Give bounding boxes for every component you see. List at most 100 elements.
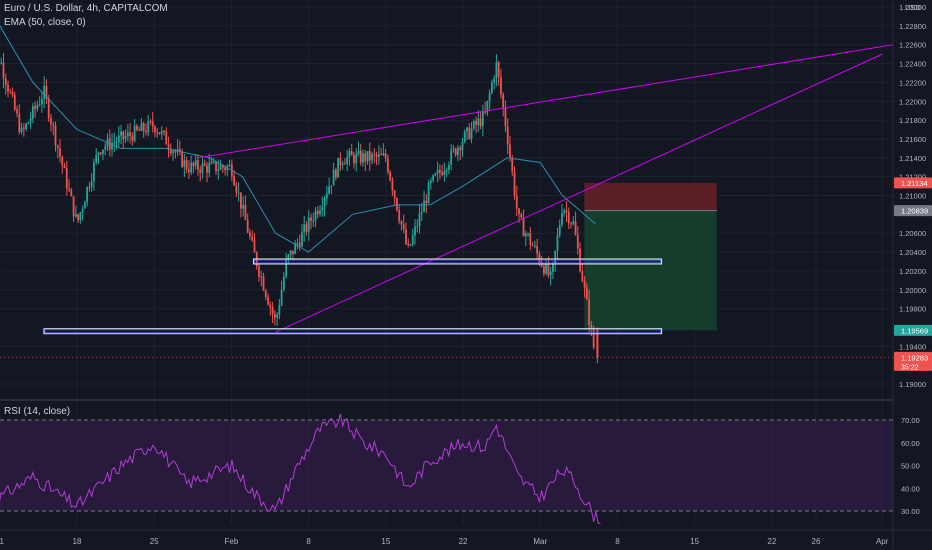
price-tick-label: 1.22200 xyxy=(899,78,926,87)
candle-body xyxy=(592,327,595,348)
candle-body xyxy=(520,214,523,218)
candle-body xyxy=(77,214,80,221)
candle-body xyxy=(135,125,138,130)
candle-body xyxy=(273,313,276,318)
candle-body xyxy=(346,156,349,164)
candle-body xyxy=(29,118,32,123)
price-tick-label: 1.21000 xyxy=(899,192,926,201)
candle-body xyxy=(233,176,236,186)
candle-body xyxy=(556,235,559,251)
candle-body xyxy=(319,210,321,215)
candle-body xyxy=(7,84,9,92)
candle-body xyxy=(488,92,491,101)
current-price-tag-bg xyxy=(894,351,932,371)
price-axis-bg xyxy=(893,0,932,550)
time-tick-label: 15 xyxy=(690,537,699,546)
candle-body xyxy=(305,224,308,232)
time-tick-label: 8 xyxy=(306,537,311,546)
candle-body xyxy=(133,125,136,141)
candle-body xyxy=(429,180,432,183)
candle-body xyxy=(486,100,489,113)
candle-body xyxy=(212,161,215,163)
candle-body xyxy=(235,185,238,193)
candle-body xyxy=(172,151,174,154)
candle-body xyxy=(348,151,351,157)
candle-body xyxy=(292,250,294,254)
trendline xyxy=(275,53,883,333)
candle-body xyxy=(312,220,315,222)
candle-body xyxy=(81,208,84,213)
candle-body xyxy=(74,214,77,217)
candle-body xyxy=(515,195,518,209)
candle-body xyxy=(581,271,584,282)
candle-body xyxy=(154,126,156,133)
candle-body xyxy=(167,144,170,149)
candle-body xyxy=(278,305,281,315)
candle-body xyxy=(117,135,120,143)
candle-body xyxy=(61,156,64,166)
candle-body xyxy=(208,163,211,173)
candle-body xyxy=(375,154,378,157)
support-zone-rect xyxy=(43,328,663,335)
position-zones xyxy=(0,182,893,358)
candle-body xyxy=(549,271,552,276)
support-zone-rect xyxy=(252,258,663,265)
candle-body xyxy=(355,153,358,164)
candle-body xyxy=(83,202,86,209)
symbol-title: Euro / U.S. Dollar, 4h, CAPITALCOM xyxy=(4,3,168,14)
candle-body xyxy=(380,154,382,156)
candle-body xyxy=(260,276,263,278)
candle-body xyxy=(142,123,145,131)
ema-line xyxy=(0,25,596,253)
candle-body xyxy=(463,131,466,142)
candle-body xyxy=(50,118,52,125)
candle-body xyxy=(156,132,159,134)
candle-body xyxy=(344,163,346,165)
candle-body xyxy=(307,217,310,232)
candle-body xyxy=(54,125,57,146)
candle-body xyxy=(576,234,579,249)
candle-body xyxy=(18,113,21,132)
candle-body xyxy=(149,121,152,123)
candle-body xyxy=(588,299,591,325)
support-zone-inner xyxy=(254,259,661,264)
candle-body xyxy=(280,289,283,306)
candle-body xyxy=(224,167,226,171)
candle-body xyxy=(445,169,448,172)
candle-body xyxy=(246,220,249,233)
target-price-tag-bg xyxy=(894,324,932,336)
candle-body xyxy=(402,224,405,230)
candle-body xyxy=(271,307,274,314)
candle-body xyxy=(423,200,425,213)
candle-body xyxy=(181,150,184,167)
price-tick-label: 1.20400 xyxy=(899,248,926,257)
candle-body xyxy=(43,85,46,100)
candle-body xyxy=(529,233,532,245)
candle-body xyxy=(45,85,48,99)
candle-body xyxy=(253,240,256,253)
price-tick-label: 1.22600 xyxy=(899,41,926,50)
candle-body xyxy=(289,250,292,255)
candle-body xyxy=(470,128,473,139)
price-tick-label: 1.19400 xyxy=(899,342,926,351)
price-tick-label: 1.20200 xyxy=(899,267,926,276)
trendline xyxy=(198,44,894,159)
candle-body xyxy=(25,123,27,129)
candle-body xyxy=(334,169,337,178)
candle-body xyxy=(88,187,91,189)
candle-body xyxy=(282,276,285,290)
candle-body xyxy=(531,244,534,246)
drawings xyxy=(43,44,894,335)
candle-body xyxy=(16,109,18,114)
candle-body xyxy=(219,165,222,170)
candle-body xyxy=(570,223,572,225)
candle-body xyxy=(93,162,95,182)
candle-body xyxy=(237,192,240,194)
candle-body xyxy=(418,213,421,227)
candle-body xyxy=(434,173,437,176)
candle-body xyxy=(583,281,586,288)
candle-body xyxy=(160,130,163,135)
candle-body xyxy=(203,163,206,166)
candle-body xyxy=(13,95,16,110)
